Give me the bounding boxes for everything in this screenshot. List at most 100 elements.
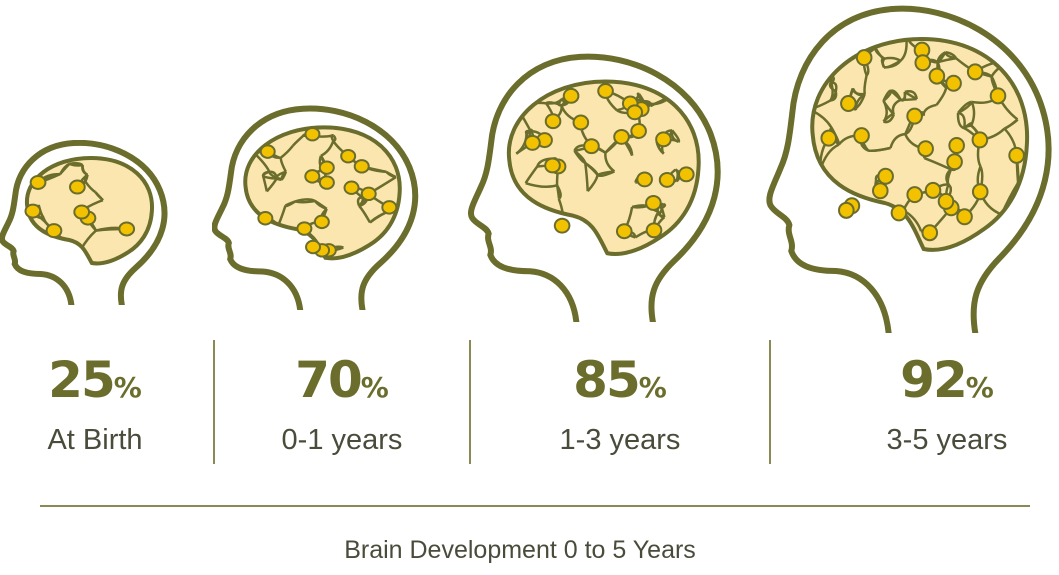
neuron-link [905,92,917,99]
neuron-link [574,151,585,163]
neuron-node [947,154,962,169]
neuron-link [281,158,286,172]
neuron-node [31,176,46,189]
neuron-node [74,205,89,218]
neuron-link [303,238,305,240]
stage-percent: 25% [48,351,142,409]
neuron-link [584,228,589,242]
neuron-node [297,222,311,234]
brain-outline [27,158,152,263]
neuron-link [958,102,972,113]
neuron-node [320,176,334,188]
neuron-node [973,132,988,147]
neuron-node [362,188,376,200]
neuron-node [341,150,355,162]
neuron-node [345,181,359,193]
neuron-link [358,197,362,206]
neuron-link [891,134,906,148]
stage-percent: 70% [295,351,389,409]
neuron-node [839,203,854,218]
neuron-node [878,169,893,184]
neuron-node [306,241,320,253]
neuron-link [557,185,559,198]
head-icon-1-3-years [468,52,726,322]
neuron-link [658,212,664,217]
neuron-link [964,123,972,128]
neuron-node [873,183,888,198]
neuron-node [973,184,988,199]
neuron-node [70,180,85,193]
neuron-node [854,128,869,143]
neuron-link [527,130,532,134]
neuron-node [907,109,922,124]
stage-label: 1-3 years [559,424,681,456]
neuron-link [277,172,286,178]
neuron-node [627,105,642,119]
neuron-node [545,158,560,172]
head-outline [471,57,718,322]
neuron-link [946,52,956,58]
neuron-node [907,187,922,202]
neuron-node [555,219,570,233]
neuron-link [386,172,396,177]
neuron-link [891,91,901,100]
neuron-node [574,116,589,130]
neuron-link [559,99,562,105]
neuron-link [1004,119,1017,128]
neuron-node [614,130,629,144]
neuron-link [293,136,303,146]
neuron-link [60,164,69,174]
neuron-node [968,64,983,79]
neuron-link [884,58,900,61]
neuron-link [582,228,584,237]
neuron-link [69,164,82,166]
neuron-link [263,176,276,178]
neuron-link [526,183,558,187]
neuron-node [841,96,856,111]
stage-3-5-years: 92% 3-5 years [862,352,1032,457]
neuron-link [809,109,831,127]
neuron-node [646,196,661,210]
neuron-link [583,237,590,243]
neuron-link [281,146,293,158]
neuron-link [516,134,526,154]
neuron-node [918,141,933,156]
stage-percent: 92% [900,351,994,409]
neuron-node [991,88,1006,103]
neuron-node [660,173,675,187]
neuron-link [588,175,598,191]
neuron-link [924,158,951,169]
neuron-node [315,216,329,228]
head-outline [2,143,165,305]
neuron-node [656,132,671,146]
head-icon-at-birth [0,140,170,305]
neuron-node [584,139,599,153]
head-icon-3-5-years [766,3,1058,333]
neuron-link [937,88,947,105]
stage-0-1-years: 70% 0-1 years [262,352,422,457]
neuron-node [305,170,319,182]
stage-at-birth: 25% At Birth [20,352,170,457]
brain-outline [812,39,1027,250]
neuron-node [119,222,134,235]
neuron-node [47,224,62,237]
neuron-link [672,130,679,141]
neuron-link [662,204,665,208]
neuron-link [830,83,836,92]
neuron-link [900,36,906,61]
neuron-link [333,136,335,141]
neuron-node [631,124,646,138]
neuron-node [546,114,561,128]
neuron-node [949,138,964,153]
neuron-link [295,199,315,201]
neuron-link [893,100,901,115]
stage-percent: 85% [573,351,667,409]
neuron-node [926,183,941,198]
divider [213,340,215,464]
baseline-divider [40,505,1030,507]
neuron-node [930,69,945,84]
neuron-node [258,212,272,224]
neuron-link [332,135,334,141]
neuron-node [637,172,652,186]
neuron-link [263,172,269,177]
